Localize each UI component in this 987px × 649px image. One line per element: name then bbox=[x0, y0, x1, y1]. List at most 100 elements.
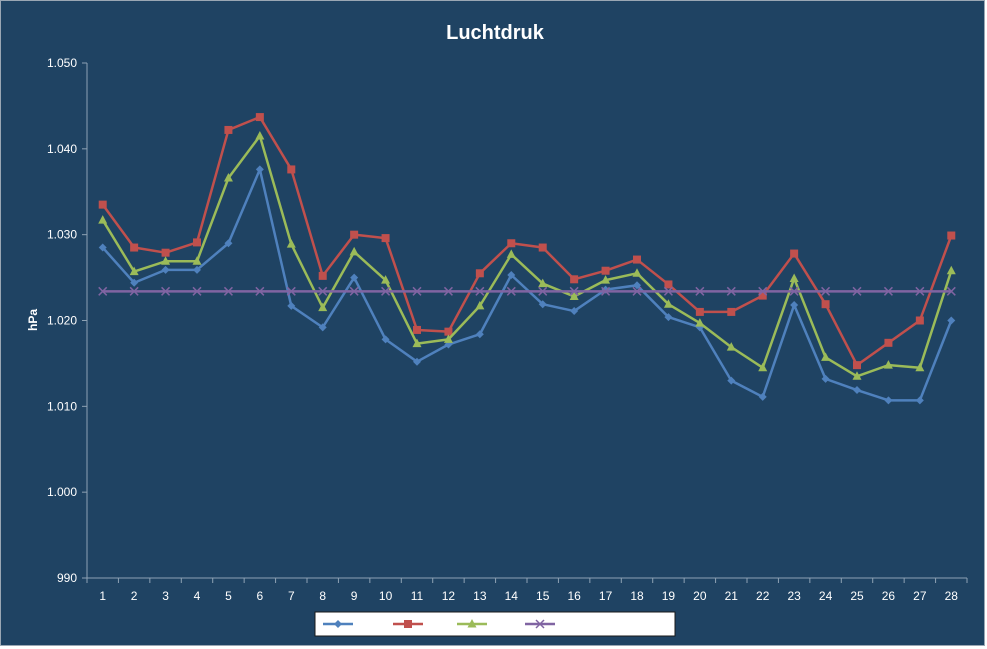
x-tick-label: 3 bbox=[162, 589, 169, 603]
data-point-maand-gemiddelde bbox=[852, 286, 862, 296]
y-axis-title: hPa bbox=[26, 309, 40, 331]
legend-label-gem: gem bbox=[491, 617, 514, 631]
data-point-gem bbox=[915, 362, 925, 372]
data-point-min bbox=[193, 265, 201, 274]
data-point-max bbox=[947, 231, 956, 240]
data-point-min bbox=[821, 374, 830, 383]
data-point-maand-gemiddelde bbox=[381, 286, 391, 296]
series-gem bbox=[98, 130, 956, 380]
x-tick-label: 28 bbox=[945, 589, 959, 603]
data-point-maand-gemiddelde bbox=[601, 286, 611, 296]
x-tick-label: 25 bbox=[850, 589, 864, 603]
data-point-gem bbox=[161, 256, 171, 265]
data-point-min bbox=[350, 273, 359, 282]
data-point-maand-gemiddelde bbox=[758, 286, 768, 296]
y-tick-label: 1.000 bbox=[47, 485, 77, 499]
data-point-min bbox=[318, 323, 327, 332]
data-point-max bbox=[695, 307, 704, 316]
y-tick-label: 990 bbox=[57, 571, 77, 585]
data-point-gem bbox=[412, 338, 422, 348]
data-point-gem bbox=[695, 318, 705, 327]
data-point-gem bbox=[632, 268, 642, 277]
chart-title: Luchtdruk bbox=[446, 22, 545, 44]
y-tick-label: 1.010 bbox=[47, 399, 77, 413]
x-tick-label: 19 bbox=[662, 589, 676, 603]
x-tick-label: 11 bbox=[411, 589, 424, 603]
legend-label-max: max bbox=[427, 617, 450, 631]
data-point-gem bbox=[223, 173, 233, 182]
data-point-min bbox=[915, 396, 924, 405]
data-point-gem bbox=[883, 360, 893, 369]
x-tick-label: 1 bbox=[99, 589, 106, 603]
data-point-max bbox=[255, 113, 264, 122]
data-point-min bbox=[727, 376, 736, 385]
data-point-max bbox=[130, 243, 139, 252]
data-point-maand-gemiddelde bbox=[632, 286, 642, 296]
x-tick-label: 4 bbox=[194, 589, 201, 603]
legend-marker-maand-gemiddelde bbox=[535, 619, 545, 629]
data-point-min bbox=[413, 357, 421, 366]
x-tick-label: 18 bbox=[630, 589, 644, 603]
data-point-gem bbox=[852, 371, 862, 380]
series-line-min bbox=[101, 168, 953, 402]
data-point-max bbox=[538, 243, 547, 252]
data-point-max bbox=[475, 269, 484, 278]
data-point-gem bbox=[286, 239, 296, 248]
data-point-maand-gemiddelde bbox=[569, 286, 579, 296]
data-point-gem bbox=[98, 215, 108, 224]
data-point-maand-gemiddelde bbox=[318, 286, 328, 296]
x-tick-label: 21 bbox=[725, 589, 739, 603]
data-point-min bbox=[570, 307, 579, 316]
data-point-max bbox=[633, 255, 641, 264]
series-min bbox=[98, 165, 956, 405]
x-tick-label: 20 bbox=[693, 589, 707, 603]
x-tick-label: 12 bbox=[442, 589, 456, 603]
data-point-max bbox=[98, 200, 107, 209]
data-point-maand-gemiddelde bbox=[129, 286, 139, 296]
data-point-min bbox=[98, 243, 107, 252]
data-point-maand-gemiddelde bbox=[946, 286, 956, 296]
data-point-min bbox=[790, 301, 799, 310]
x-tick-label: 8 bbox=[319, 589, 326, 603]
data-point-max bbox=[444, 327, 453, 336]
data-point-max bbox=[381, 234, 390, 243]
legend-marker-max bbox=[404, 620, 412, 628]
data-point-min bbox=[475, 330, 484, 339]
series-layer bbox=[98, 113, 956, 405]
data-point-maand-gemiddelde bbox=[475, 286, 485, 296]
data-point-min bbox=[884, 396, 893, 405]
data-point-min bbox=[381, 335, 390, 344]
data-point-max bbox=[318, 271, 327, 280]
data-point-min bbox=[161, 265, 170, 274]
data-point-maand-gemiddelde bbox=[286, 286, 296, 296]
x-tick-label: 22 bbox=[756, 589, 770, 603]
data-point-gem bbox=[129, 266, 139, 276]
x-tick-label: 23 bbox=[787, 589, 801, 603]
y-tick-label: 1.030 bbox=[47, 228, 77, 242]
series-line-gem bbox=[101, 134, 953, 378]
series-line-max bbox=[101, 115, 953, 367]
data-point-gem bbox=[663, 299, 673, 308]
data-point-max bbox=[193, 238, 201, 247]
data-point-gem bbox=[758, 362, 768, 372]
data-point-max bbox=[413, 325, 421, 334]
data-point-min bbox=[853, 386, 861, 395]
y-tick-label: 1.020 bbox=[47, 314, 77, 328]
data-point-max bbox=[570, 275, 579, 284]
x-tick-label: 10 bbox=[379, 589, 393, 603]
y-tick-label: 1.040 bbox=[47, 142, 77, 156]
data-point-gem bbox=[821, 352, 831, 361]
data-point-gem bbox=[475, 300, 485, 310]
data-point-max bbox=[287, 165, 296, 174]
legend-box bbox=[314, 611, 676, 637]
data-point-max bbox=[790, 249, 799, 258]
legend-label-min: min bbox=[357, 617, 376, 631]
data-point-gem bbox=[946, 265, 956, 275]
data-point-max bbox=[853, 361, 861, 370]
data-point-min bbox=[507, 271, 516, 280]
data-point-max bbox=[884, 338, 893, 347]
data-point-maand-gemiddelde bbox=[726, 286, 736, 296]
data-point-max bbox=[601, 266, 610, 275]
data-point-max bbox=[915, 316, 924, 325]
